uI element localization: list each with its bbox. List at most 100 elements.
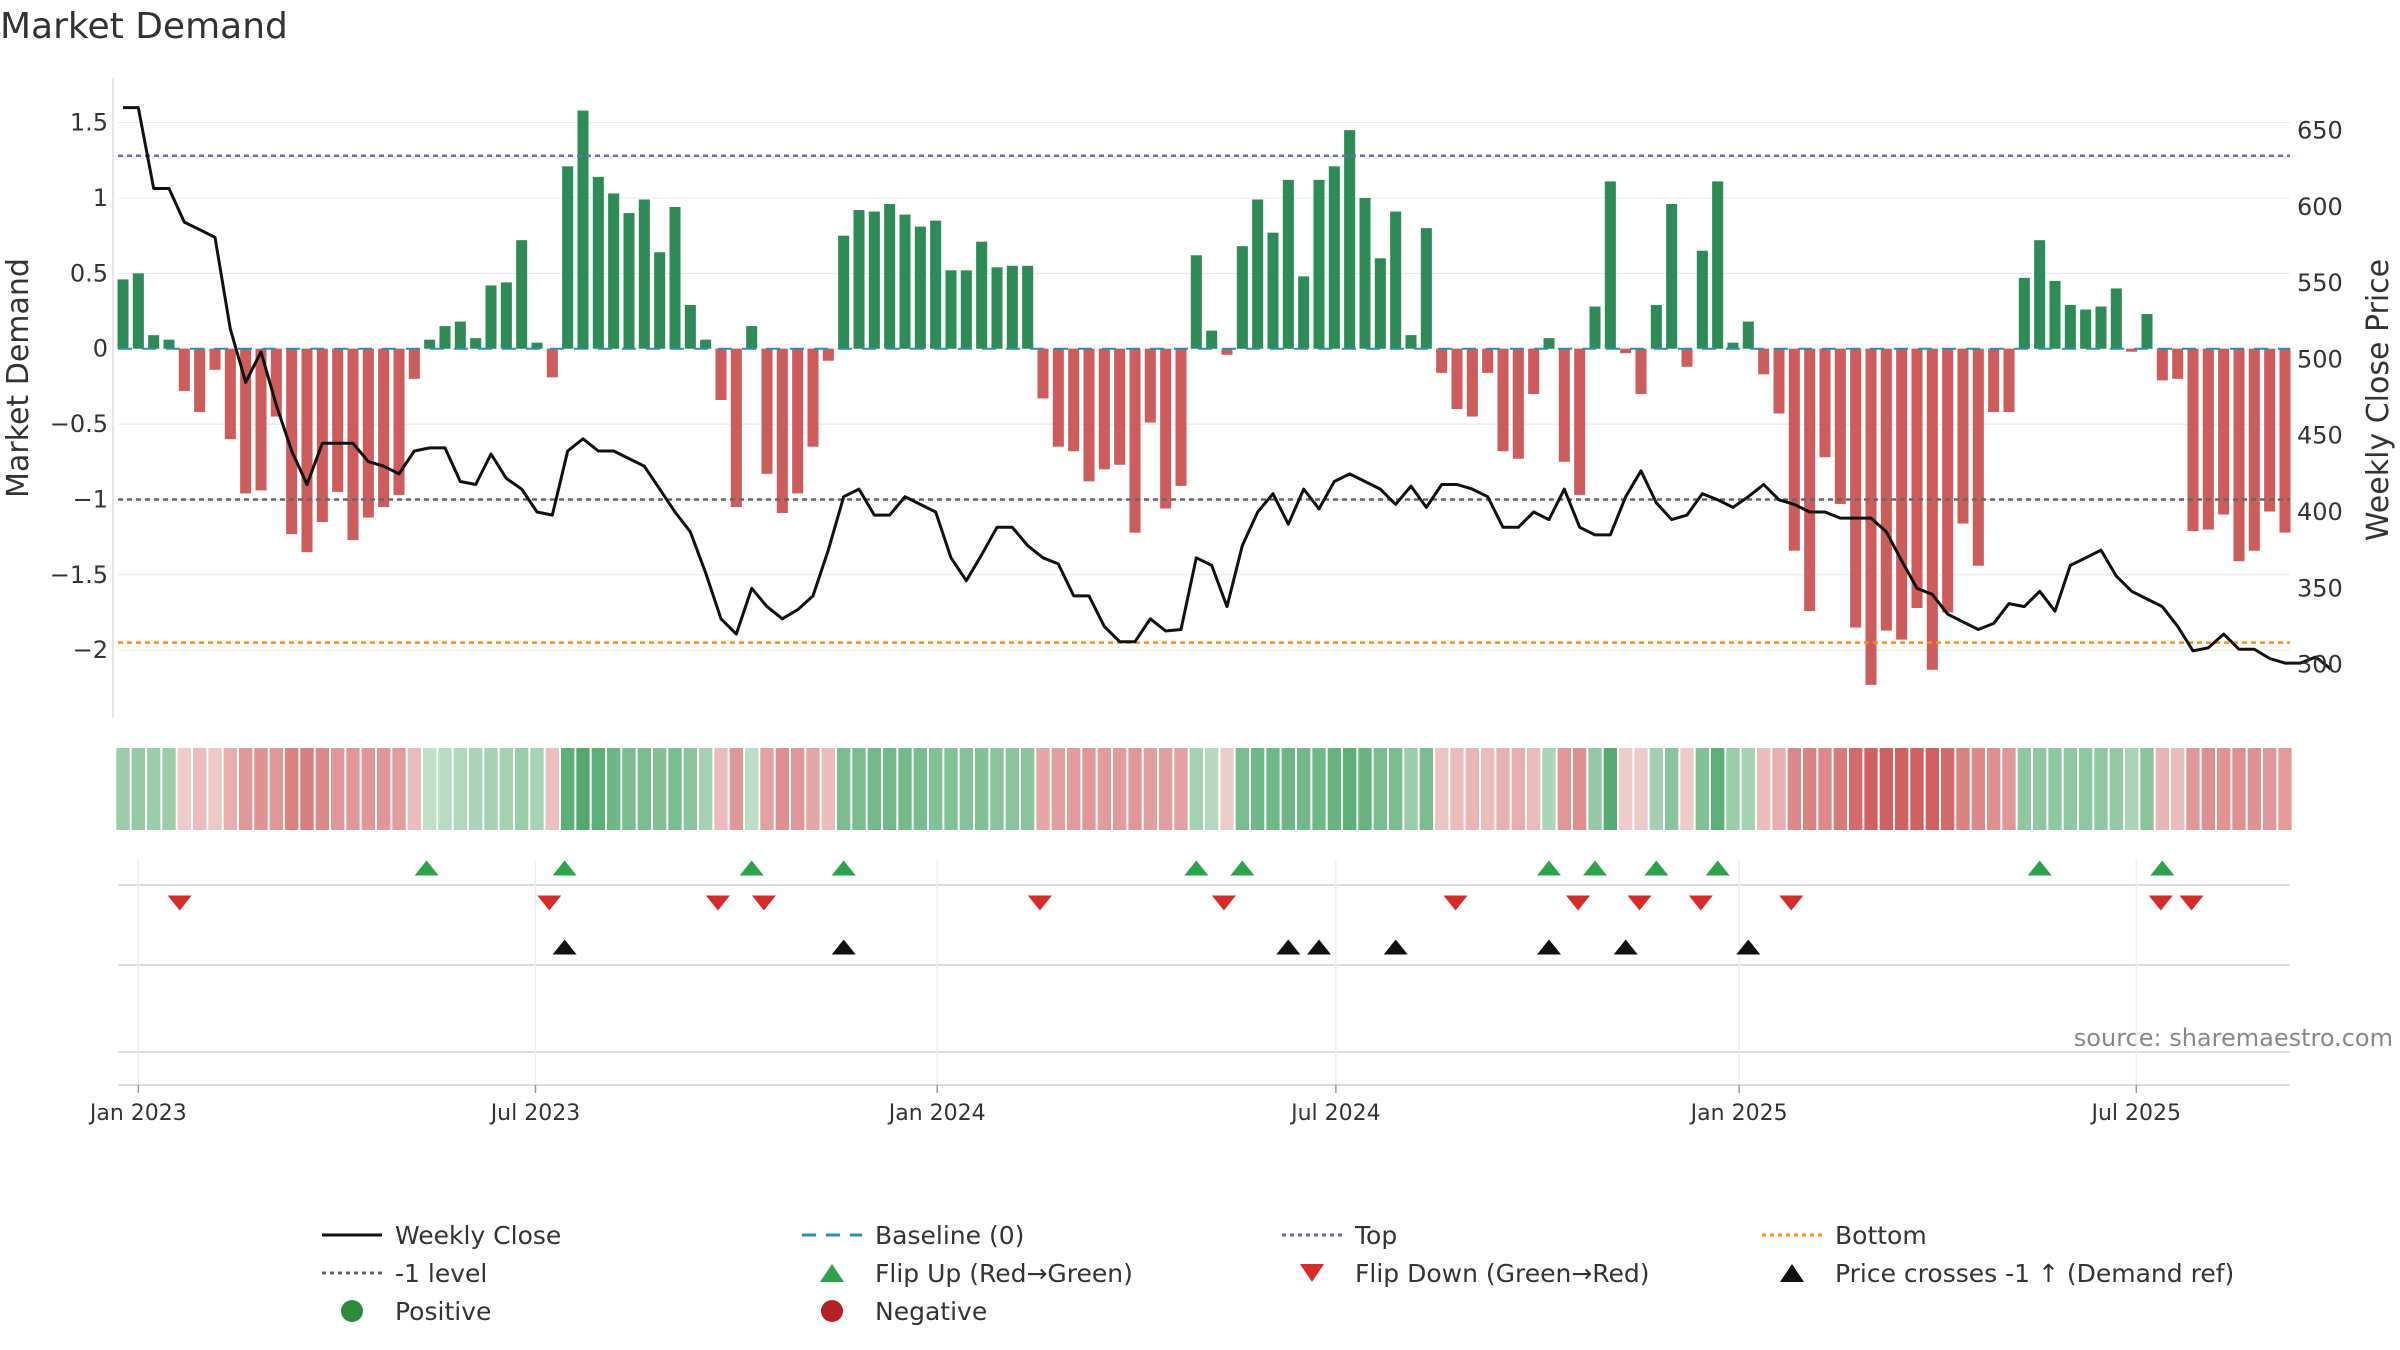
demand-bar [761,348,773,474]
y2-axis-label: Weekly Close Price [2361,259,2396,541]
flip-up-marker [1184,860,1209,876]
demand-bar [1911,348,1923,608]
demand-bar [1390,211,1402,349]
color-strip-cell [1128,748,1142,830]
demand-bar [1114,348,1126,465]
color-strip-cell [775,748,789,830]
demand-bar [1788,348,1800,551]
demand-bar [1267,232,1279,349]
demand-bar [1420,228,1432,349]
event-marker-panel [118,860,2290,1086]
color-strip-cell [1297,748,1311,830]
demand-bar [1160,348,1172,509]
demand-bar [654,252,666,349]
color-strip-cell [760,748,774,830]
color-strip-cell [300,748,314,830]
flip-down-marker [1566,895,1591,911]
demand-bar [485,285,497,349]
flip-up-marker [1644,860,1669,876]
color-strip-cell [1619,748,1633,830]
color-strip-cell [2247,748,2261,830]
demand-bar [746,326,758,349]
color-strip-cell [1327,748,1341,830]
demand-bar [1742,321,1754,349]
color-strip-cell [2033,748,2047,830]
color-strip-cell [285,748,299,830]
color-strip-cell [1435,748,1449,830]
demand-bar [2003,348,2015,413]
color-strip-cell [2109,748,2123,830]
demand-bar [500,282,512,349]
demand-bar [2110,288,2122,349]
demand-bar [838,235,850,349]
color-strip-cell [2217,748,2231,830]
color-strip-cell [147,748,161,830]
color-strip-cell [1971,748,1985,830]
demand-bar [2187,348,2199,532]
demand-bar [914,226,926,349]
color-strip-cell [806,748,820,830]
price-cross-marker [1383,939,1408,955]
legend-label: Flip Up (Red→Green) [875,1259,1133,1288]
legend-label: Top [1354,1221,1397,1250]
demand-bar [1374,258,1386,349]
demand-bar [1344,130,1356,349]
demand-bar [1834,348,1846,504]
demand-bar [1083,348,1095,482]
legend-label: Bottom [1835,1221,1927,1250]
y2-tick-label: 350 [2297,574,2343,602]
color-strip-cell [1680,748,1694,830]
color-strip-cell [1879,748,1893,830]
y-tick-label: −1.5 [50,561,108,589]
demand-bar [1144,348,1156,423]
demand-bar [424,339,436,349]
demand-bar [1175,348,1187,486]
demand-bar [1666,204,1678,349]
color-strip-cell [1588,748,1602,830]
demand-bar [1850,348,1862,628]
y-ticks: 1.5 1 0.5 0 −0.5 −1 −1.5 −2 [50,109,108,665]
color-strip-cell [1695,748,1709,830]
demand-bar [1926,348,1938,670]
demand-bar [209,348,221,370]
demand-bar [224,348,236,440]
demand-bar [1129,348,1141,533]
demand-bar [1252,199,1264,349]
demand-bar [1466,348,1478,417]
color-strip-cell [331,748,345,830]
demand-bar [1436,348,1448,373]
flip-up-marker [1583,860,1607,876]
flip-down-marker [1027,895,1052,911]
color-strip-cell [223,748,237,830]
color-strip-cell [898,748,912,830]
color-strip-cell [131,748,145,830]
color-strip-cell [1803,748,1817,830]
demand-bar [1620,348,1632,354]
color-strip-cell [959,748,973,830]
demand-bar [270,348,282,417]
x-tick-label: Jan 2024 [887,1101,986,1126]
demand-bar [976,241,988,349]
demand-bar [684,305,696,349]
demand-bar [1068,348,1080,452]
color-strip-cell [1312,748,1326,830]
color-strip-cell [821,748,835,830]
flip-up-marker [552,860,577,876]
color-strip-cell [2201,748,2215,830]
flip-up-marker [414,860,439,876]
demand-bar [316,348,328,523]
color-strip-cell [377,748,391,830]
demand-bar [1574,348,1586,495]
color-strip-cell [1849,748,1863,830]
demand-bar [2018,277,2030,349]
color-strip-cell [1557,748,1571,830]
demand-bar [240,348,252,494]
demand-bar [1558,348,1570,462]
demand-bar [439,326,451,349]
color-strip-cell [867,748,881,830]
color-strip-cell [1895,748,1909,830]
demand-bar [378,348,390,507]
color-strip-cell [1665,748,1679,830]
demand-bar [1988,348,2000,413]
color-strip-cell [1925,748,1939,830]
